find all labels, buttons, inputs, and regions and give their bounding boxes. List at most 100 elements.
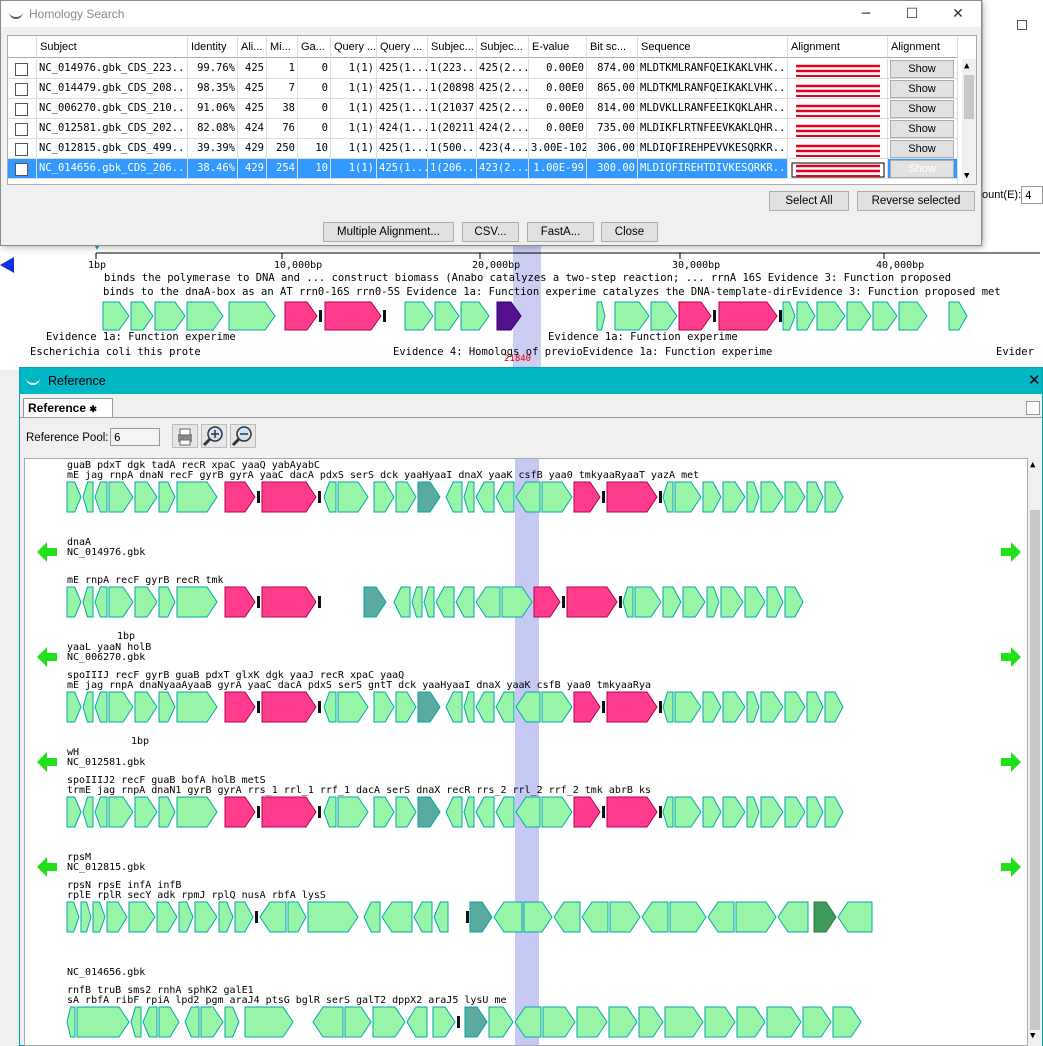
gene-arrow[interactable] — [806, 481, 824, 513]
gene-arrow[interactable] — [463, 481, 475, 513]
gene-arrow[interactable] — [573, 481, 601, 513]
gene-arrow[interactable] — [323, 481, 337, 513]
gene-arrow[interactable] — [553, 901, 581, 933]
gene-arrow[interactable] — [176, 481, 218, 513]
gene-arrow[interactable] — [82, 796, 94, 828]
gene-arrow[interactable] — [158, 796, 176, 828]
gene-arrow[interactable] — [523, 901, 553, 933]
gene-arrow[interactable] — [381, 901, 413, 933]
gene-arrow[interactable] — [80, 901, 92, 933]
gene-arrow[interactable] — [134, 691, 158, 723]
gene-arrow[interactable] — [186, 301, 224, 331]
print-icon[interactable] — [172, 424, 198, 448]
gene-arrow[interactable] — [445, 796, 463, 828]
gene-arrow[interactable] — [622, 586, 634, 618]
gene-arrow[interactable] — [434, 301, 460, 331]
gene-arrow[interactable] — [463, 691, 475, 723]
gene-arrow[interactable] — [674, 796, 702, 828]
gene-arrow[interactable] — [702, 796, 722, 828]
gene-arrow[interactable] — [372, 1006, 406, 1038]
gene-arrow[interactable] — [796, 301, 816, 331]
row-checkbox[interactable] — [15, 63, 28, 76]
gene-arrow[interactable] — [678, 301, 712, 331]
column-header[interactable]: Subjec... — [428, 36, 477, 58]
gene-arrow[interactable] — [806, 691, 824, 723]
gene-arrow[interactable] — [82, 691, 94, 723]
gene-arrow[interactable] — [373, 796, 395, 828]
gene-arrow[interactable] — [784, 796, 806, 828]
gene-arrow[interactable] — [746, 691, 760, 723]
gene-arrow[interactable] — [824, 481, 844, 513]
vertical-scrollbar[interactable]: ▲ ▼ — [1028, 458, 1042, 1046]
gene-arrow[interactable] — [287, 901, 307, 933]
gene-arrow[interactable] — [337, 796, 369, 828]
gene-arrow[interactable] — [566, 586, 618, 618]
gene-arrow[interactable] — [411, 586, 423, 618]
gene-arrow[interactable] — [662, 691, 674, 723]
nav-arrow-icon[interactable] — [37, 857, 57, 877]
gene-arrow[interactable] — [722, 796, 746, 828]
gene-arrow[interactable] — [158, 1006, 180, 1038]
gene-arrow[interactable] — [614, 301, 650, 331]
gene-arrow[interactable] — [475, 691, 495, 723]
gene-arrow[interactable] — [606, 481, 658, 513]
gene-arrow[interactable] — [846, 301, 872, 331]
gene-arrow[interactable] — [130, 301, 154, 331]
gene-arrow[interactable] — [234, 901, 254, 933]
gene-arrow[interactable] — [641, 901, 669, 933]
gene-arrow[interactable] — [435, 586, 455, 618]
close-icon[interactable]: ✕ — [952, 6, 964, 22]
gene-arrow[interactable] — [108, 586, 134, 618]
gene-arrow[interactable] — [373, 691, 395, 723]
gene-arrow[interactable] — [413, 901, 433, 933]
gene-arrow[interactable] — [92, 901, 106, 933]
column-header[interactable]: Query ... — [331, 36, 377, 58]
gene-arrow[interactable] — [106, 901, 128, 933]
gene-arrow[interactable] — [261, 586, 317, 618]
show-button[interactable]: Show — [890, 80, 954, 98]
gene-arrow[interactable] — [194, 901, 218, 933]
column-header[interactable]: Alignment — [788, 36, 888, 58]
show-button[interactable]: Show — [890, 140, 954, 158]
gene-arrow[interactable] — [581, 901, 609, 933]
gene-arrow[interactable] — [395, 691, 417, 723]
row-checkbox[interactable] — [15, 103, 28, 116]
gene-arrow[interactable] — [573, 796, 601, 828]
gene-arrow[interactable] — [475, 481, 495, 513]
gene-arrow[interactable] — [154, 301, 186, 331]
gene-arrow[interactable] — [417, 481, 441, 513]
scroll-down-icon[interactable]: ▼ — [964, 171, 970, 181]
gene-arrow[interactable] — [363, 901, 381, 933]
nav-arrow-icon[interactable] — [0, 257, 14, 273]
gene-arrow[interactable] — [94, 481, 108, 513]
gene-arrow[interactable] — [515, 481, 541, 513]
maximize-icon[interactable]: ☐ — [905, 6, 919, 22]
gene-arrow[interactable] — [488, 1006, 514, 1038]
row-checkbox[interactable] — [15, 83, 28, 96]
gene-arrow[interactable] — [312, 1006, 344, 1038]
close-icon[interactable]: ✕ — [1028, 371, 1041, 389]
gene-arrow[interactable] — [224, 586, 256, 618]
gene-arrow[interactable] — [824, 796, 844, 828]
gene-arrow[interactable] — [674, 691, 702, 723]
column-header[interactable]: E-value — [529, 36, 587, 58]
pin-icon[interactable]: ✱ — [89, 404, 97, 414]
gene-arrow[interactable] — [142, 1006, 158, 1038]
scroll-down-icon[interactable]: ▼ — [1030, 1031, 1036, 1041]
column-header-checkbox[interactable] — [8, 36, 37, 58]
nav-arrow-icon[interactable] — [1001, 542, 1021, 562]
gene-arrow[interactable] — [284, 301, 318, 331]
gene-arrow[interactable] — [433, 901, 449, 933]
gene-arrow[interactable] — [682, 586, 706, 618]
column-header[interactable]: Ga... — [298, 36, 331, 58]
gene-arrow[interactable] — [224, 481, 256, 513]
gene-arrow[interactable] — [806, 796, 824, 828]
gene-arrow[interactable] — [832, 1006, 862, 1038]
genome-map-overview[interactable]: 1bp 10,000bp 20,000bp 30,000bp 40,000bpbinds… — [0, 240, 1043, 370]
gene-arrow[interactable] — [156, 901, 178, 933]
gene-arrow[interactable] — [495, 481, 515, 513]
column-header[interactable]: Subjec... — [477, 36, 529, 58]
gene-arrow[interactable] — [134, 796, 158, 828]
gene-arrow[interactable] — [782, 301, 796, 331]
gene-arrow[interactable] — [784, 586, 804, 618]
